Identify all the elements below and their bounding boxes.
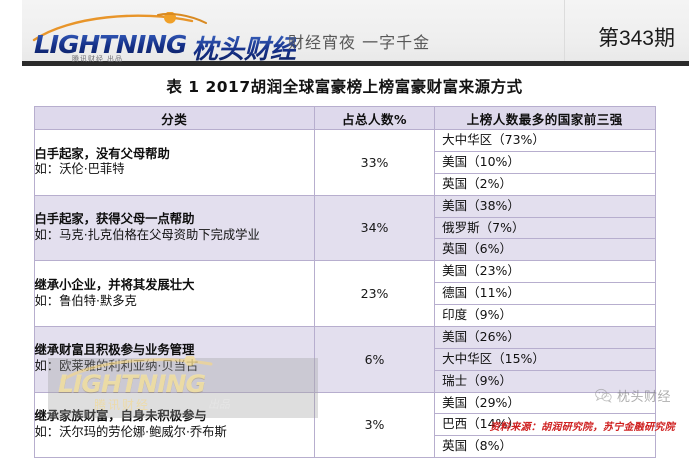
table-row: 继承小企业，并将其发展壮大 如：鲁伯特·默多克 23% 美国（23%） 德国（1… (33, 260, 656, 327)
category-example: 如：欧莱雅的利利亚纳·贝当古 (34, 359, 199, 374)
top3-entry: 英国（2%） (442, 175, 512, 191)
top3-entry: 英国（6%） (435, 239, 655, 261)
category-main: 继承家族财富，自身未积极参与 (34, 409, 207, 424)
table-header: 分类 占总人数% 上榜人数最多的国家前三强 (33, 106, 656, 130)
top3-entry: 德国（11%） (435, 283, 655, 305)
category-example: 如：沃尔玛的劳伦娜·鲍威尔·乔布斯 (34, 424, 227, 439)
cell-category: 继承财富且积极参与业务管理 如：欧莱雅的利利亚纳·贝当古 (33, 325, 315, 393)
table-row: 白手起家，没有父母帮助 如：沃伦·巴菲特 33% 大中华区（73%） 美国（10… (33, 129, 656, 196)
cell-category: 继承家族财富，自身未积极参与 如：沃尔玛的劳伦娜·鲍威尔·乔布斯 (33, 391, 315, 458)
cell-percent: 3% (313, 391, 436, 458)
table-header-row: 分类 占总人数% 上榜人数最多的国家前三强 (33, 106, 656, 130)
cell-top3: 美国（23%） 德国（11%） 印度（9%） (434, 260, 656, 327)
cell-top3: 美国（26%） 大中华区（15%） 瑞士（9%） (434, 325, 656, 393)
top3-entry: 大中华区（73%） (435, 130, 655, 152)
top3-entry: 俄罗斯（7%） (435, 217, 655, 240)
cell-category: 白手起家，获得父母一点帮助 如：马克·扎克伯格在父母资助下完成学业 (33, 194, 315, 262)
category-example: 如：沃伦·巴菲特 (34, 162, 125, 177)
category-main: 白手起家，没有父母帮助 (34, 146, 170, 161)
cell-top3: 大中华区（73%） 美国（10%） 英国（2%） (434, 129, 656, 196)
top3-entry: 大中华区（15%） (435, 348, 655, 371)
wealth-source-table: 分类 占总人数% 上榜人数最多的国家前三强 白手起家，没有父母帮助 如：沃伦·巴… (33, 106, 656, 458)
column-header-top3: 上榜人数最多的国家前三强 (434, 106, 656, 130)
brand-logo: LIGHTNING · 枕头财经 腾讯财经 出品 (30, 12, 296, 65)
top3-entry: 美国（29%） (435, 393, 655, 415)
page-header: LIGHTNING · 枕头财经 腾讯财经 出品 财经宵夜 一字千金 第343期 (0, 0, 689, 66)
brand-sub-text: 腾讯财经 出品 (72, 56, 123, 63)
top3-entry: 印度（9%） (442, 307, 512, 322)
table-container: 分类 占总人数% 上榜人数最多的国家前三强 白手起家，没有父母帮助 如：沃伦·巴… (33, 106, 656, 458)
top3-entry: 巴西（14%） (435, 414, 655, 437)
source-note: 资料来源：胡润研究院，苏宁金融研究院 (489, 422, 675, 433)
top3-entry: 美国（26%） (435, 326, 655, 349)
cell-percent: 33% (313, 129, 436, 196)
cell-top3: 美国（38%） 俄罗斯（7%） 英国（6%） (434, 194, 656, 262)
brand-latin-text: LIGHTNING (34, 30, 187, 59)
category-main: 白手起家，获得父母一点帮助 (34, 212, 195, 227)
table-row: 继承财富且积极参与业务管理 如：欧莱雅的利利亚纳·贝当古 6% 美国（26%） … (33, 325, 656, 393)
brand-chinese-text: 枕头财经 (192, 29, 296, 66)
category-main: 继承财富且积极参与业务管理 (34, 343, 195, 358)
header-left-margin (0, 0, 22, 66)
table-title: 表 1 2017胡润全球富豪榜上榜富豪财富来源方式 (166, 78, 523, 96)
cell-percent: 34% (313, 194, 436, 262)
header-bottom-rule (22, 61, 689, 66)
cell-category: 白手起家，没有父母帮助 如：沃伦·巴菲特 (33, 129, 315, 196)
table-row: 白手起家，获得父母一点帮助 如：马克·扎克伯格在父母资助下完成学业 34% 美国… (33, 194, 656, 262)
top3-entry: 美国（23%） (435, 261, 655, 284)
category-example: 如：马克·扎克伯格在父母资助下完成学业 (34, 227, 260, 242)
top3-entry: 美国（38%） (435, 195, 655, 218)
category-example: 如：鲁伯特·默多克 (34, 293, 137, 308)
top3-entry: 英国（8%） (442, 438, 512, 454)
top3-entry: 瑞士（9%） (435, 370, 655, 392)
header-right-divider (564, 0, 565, 61)
category-main: 继承小企业，并将其发展壮大 (34, 277, 195, 292)
issue-number: 第343期 (597, 27, 675, 50)
top3-entry: 美国（10%） (435, 152, 655, 174)
cell-category: 继承小企业，并将其发展壮大 如：鲁伯特·默多克 (33, 260, 315, 327)
brand-separator: · (176, 34, 182, 54)
cell-percent: 6% (313, 325, 436, 393)
column-header-percent: 占总人数% (313, 106, 436, 130)
header-tagline: 财经宵夜 一字千金 (288, 33, 431, 52)
table-body: 白手起家，没有父母帮助 如：沃伦·巴菲特 33% 大中华区（73%） 美国（10… (33, 129, 656, 458)
cell-percent: 23% (313, 260, 436, 327)
column-header-category: 分类 (33, 106, 315, 130)
